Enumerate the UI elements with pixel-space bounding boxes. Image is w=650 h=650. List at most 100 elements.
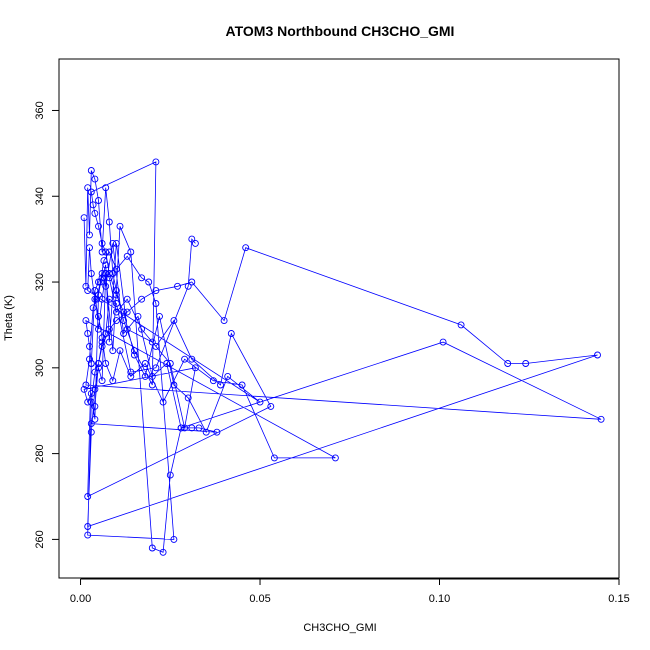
- data-point: [148, 381, 156, 389]
- data-point: [105, 270, 113, 277]
- data-point: [152, 158, 160, 166]
- data-point: [86, 342, 93, 350]
- data-point: [141, 360, 149, 367]
- data-point: [105, 338, 113, 346]
- y-tick-label: 320: [34, 273, 46, 291]
- data-point: [105, 218, 113, 226]
- data-point: [87, 167, 95, 174]
- data-point: [242, 244, 250, 252]
- data-point: [84, 523, 92, 530]
- data-point: [256, 398, 264, 406]
- data-point: [184, 282, 192, 290]
- data-point: [331, 454, 339, 462]
- data-point: [109, 347, 117, 355]
- data-point: [170, 317, 178, 325]
- data-point: [98, 338, 106, 346]
- data-point: [594, 351, 601, 359]
- data-point: [184, 394, 192, 402]
- data-point: [177, 424, 185, 432]
- x-tick-label: 0.10: [429, 593, 450, 605]
- data-point: [87, 390, 95, 398]
- data-point: [98, 274, 106, 282]
- data-point: [95, 364, 102, 372]
- data-point: [504, 360, 512, 367]
- x-axis: 0.00 0.05 0.10 0.15: [70, 578, 630, 605]
- data-point: [91, 385, 99, 393]
- data-point: [123, 308, 131, 316]
- data-point: [98, 334, 106, 342]
- data-point: [91, 287, 99, 295]
- data-point: [120, 317, 128, 325]
- x-tick-label: 0.05: [249, 593, 270, 605]
- data-point: [86, 244, 93, 252]
- data-point: [109, 270, 117, 277]
- data-point: [112, 265, 120, 273]
- data-point: [130, 347, 138, 355]
- data-point: [95, 291, 102, 299]
- series-layer: [80, 158, 605, 556]
- data-point: [86, 355, 93, 363]
- data-point: [84, 184, 92, 192]
- data-point: [170, 381, 178, 389]
- data-point: [134, 312, 142, 320]
- data-point: [105, 325, 113, 333]
- data-point: [238, 381, 246, 389]
- data-point: [116, 222, 124, 230]
- data-point: [109, 377, 117, 385]
- data-point: [112, 239, 120, 247]
- data-point: [82, 317, 90, 325]
- data-point: [120, 308, 128, 316]
- data-point: [213, 428, 221, 436]
- data-point: [96, 278, 104, 286]
- data-point: [166, 471, 174, 479]
- data-point: [138, 295, 146, 303]
- data-point: [98, 295, 106, 303]
- data-point: [148, 372, 156, 380]
- data-point: [116, 347, 124, 355]
- data-point: [91, 415, 99, 423]
- data-point: [102, 330, 110, 337]
- data-point: [130, 351, 138, 359]
- data-point: [152, 364, 160, 372]
- data-point: [145, 278, 153, 286]
- y-tick-label: 360: [34, 101, 46, 119]
- data-point: [95, 360, 102, 367]
- data-point: [80, 214, 88, 222]
- data-point: [188, 355, 196, 363]
- data-point: [181, 424, 189, 432]
- data-point: [98, 248, 106, 256]
- data-point: [112, 317, 120, 325]
- data-point: [123, 295, 131, 303]
- data-point: [224, 372, 232, 380]
- data-point: [87, 398, 95, 406]
- data-point: [123, 252, 131, 260]
- data-point: [98, 239, 106, 247]
- data-point: [270, 454, 278, 462]
- y-axis: 260 280 300 320 340 360: [34, 101, 60, 549]
- data-point: [84, 493, 92, 500]
- data-point: [227, 330, 235, 337]
- data-point: [95, 197, 102, 204]
- y-tick-label: 300: [34, 359, 46, 377]
- data-point: [220, 317, 228, 325]
- data-point: [91, 209, 99, 217]
- data-point: [138, 274, 146, 282]
- data-point: [91, 402, 99, 410]
- data-point: [91, 175, 99, 183]
- data-point: [138, 325, 146, 333]
- data-point: [188, 235, 196, 243]
- y-tick-label: 260: [34, 530, 46, 548]
- data-point: [102, 270, 110, 277]
- data-point: [87, 420, 95, 428]
- data-point: [93, 295, 101, 303]
- data-point: [98, 377, 106, 385]
- data-point: [159, 398, 167, 406]
- data-point: [86, 231, 93, 239]
- data-point: [174, 282, 181, 290]
- series-line: [83, 161, 602, 553]
- data-point: [100, 257, 108, 265]
- data-point: [105, 295, 113, 303]
- data-point: [156, 312, 163, 320]
- data-point: [91, 295, 99, 303]
